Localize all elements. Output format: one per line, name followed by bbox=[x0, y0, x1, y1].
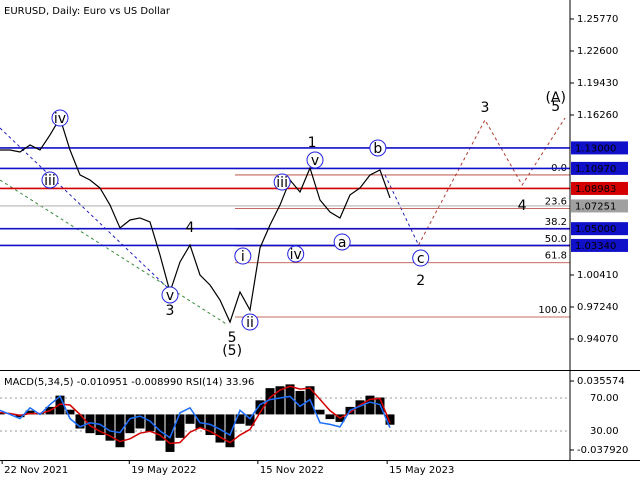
x-tick-label: 15 Nov 2022 bbox=[260, 465, 324, 476]
macd-bar bbox=[385, 414, 395, 425]
rsi-tick-label: 70.00 bbox=[590, 393, 619, 404]
level-label-box bbox=[571, 141, 628, 155]
macd-bar bbox=[175, 414, 185, 438]
y-tick-label: 1.19430 bbox=[577, 78, 618, 89]
macd-bar bbox=[295, 390, 305, 415]
wave-circle bbox=[51, 109, 69, 127]
macd-bar bbox=[355, 400, 365, 415]
macd-bar bbox=[135, 414, 145, 429]
fib-label: 38.2 bbox=[545, 217, 567, 228]
wave-label: a bbox=[338, 235, 347, 251]
wave-circle bbox=[333, 233, 351, 251]
macd-bar bbox=[145, 414, 155, 432]
macd-bar bbox=[125, 414, 135, 434]
wave-circle bbox=[241, 313, 259, 331]
wave-label: 2 bbox=[416, 273, 425, 289]
macd-bar bbox=[115, 414, 125, 448]
macd-bar bbox=[215, 414, 225, 443]
y-tick-label: 1.16260 bbox=[577, 110, 618, 121]
level-label: 1.08983 bbox=[575, 184, 616, 195]
macd-bar bbox=[185, 414, 195, 424]
wave-label: iv bbox=[54, 111, 66, 127]
wave-label: iii bbox=[276, 175, 288, 191]
wave-label: i bbox=[241, 249, 245, 265]
macd-tick-label: 0.035574 bbox=[577, 376, 625, 387]
wave-circle bbox=[287, 245, 305, 263]
macd-bar bbox=[235, 414, 245, 424]
wave-label: 5 bbox=[551, 99, 560, 115]
macd-bar bbox=[25, 410, 35, 415]
wave-label: v bbox=[166, 288, 174, 304]
fib-label: 23.6 bbox=[545, 196, 567, 207]
wave-label: (A) bbox=[545, 90, 566, 106]
wave-circle bbox=[369, 139, 387, 157]
macd-bar bbox=[365, 395, 375, 415]
level-label-box bbox=[571, 238, 628, 252]
macd-bar bbox=[325, 414, 335, 420]
wave-circle bbox=[306, 151, 324, 169]
macd-bar bbox=[275, 386, 285, 415]
wave-label: 3 bbox=[481, 100, 490, 116]
wave-label: 3 bbox=[166, 303, 175, 319]
y-tick-label: 1.00410 bbox=[577, 270, 618, 281]
macd-bar bbox=[155, 414, 165, 441]
wave-label: 5 bbox=[228, 330, 237, 346]
level-label: 1.10970 bbox=[575, 164, 616, 175]
x-tick-label: 15 May 2023 bbox=[389, 465, 454, 476]
wave-label: v bbox=[311, 153, 319, 169]
macd-bar bbox=[165, 414, 175, 452]
level-label: 1.05000 bbox=[575, 224, 616, 235]
wave-label: 4 bbox=[186, 220, 195, 236]
macd-bar bbox=[265, 388, 275, 415]
wave-label: c bbox=[417, 251, 425, 267]
level-label-box bbox=[571, 181, 628, 195]
level-label-box bbox=[571, 199, 628, 213]
macd-signal-line bbox=[0, 385, 391, 445]
macd-bar bbox=[225, 414, 235, 448]
wave-circle bbox=[41, 171, 59, 189]
macd-bar bbox=[315, 409, 325, 415]
level-label-box bbox=[571, 222, 628, 236]
level-label: 1.13000 bbox=[575, 143, 616, 154]
fib-label: 61.8 bbox=[545, 251, 567, 262]
wave-circle bbox=[273, 173, 291, 191]
wave-label: iv bbox=[290, 247, 302, 263]
y-tick-label: 1.25770 bbox=[577, 14, 618, 25]
level-label: 1.03340 bbox=[575, 241, 616, 252]
trendline bbox=[384, 174, 420, 246]
y-tick-label: 0.94070 bbox=[577, 334, 618, 345]
y-tick-label: 0.97240 bbox=[577, 302, 618, 313]
macd-bar bbox=[285, 384, 295, 415]
wave-label: iii bbox=[44, 173, 56, 189]
macd-bar bbox=[75, 414, 85, 429]
rsi-line bbox=[0, 395, 391, 439]
level-label: 1.07251 bbox=[575, 201, 616, 212]
x-tick-label: 22 Nov 2021 bbox=[4, 465, 68, 476]
macd-bar bbox=[255, 400, 265, 415]
macd-bar bbox=[55, 395, 65, 415]
wave-label: (5) bbox=[222, 343, 242, 359]
y-tick-label: 1.22600 bbox=[577, 46, 618, 57]
wave-circle bbox=[412, 249, 430, 267]
price-line bbox=[0, 116, 391, 324]
wave-label: 4 bbox=[518, 198, 527, 214]
wave-circle bbox=[161, 286, 179, 304]
level-label-box bbox=[571, 161, 628, 175]
fib-label: 50.0 bbox=[545, 234, 567, 245]
wave-label: b bbox=[373, 141, 382, 157]
macd-bar bbox=[65, 409, 75, 415]
macd-bar bbox=[105, 414, 115, 441]
rsi-tick-label: 30.00 bbox=[590, 426, 619, 437]
wave-label: ii bbox=[246, 315, 254, 331]
wave-label: 1 bbox=[308, 135, 317, 151]
macd-bar bbox=[245, 414, 255, 426]
macd-tick-label: -0.037920 bbox=[577, 445, 628, 456]
wave-circle bbox=[234, 247, 252, 265]
indicator-title: MACD(5,34,5) -0.010951 -0.008990 RSI(14)… bbox=[4, 377, 254, 388]
macd-bar bbox=[85, 414, 95, 434]
x-tick-label: 19 May 2022 bbox=[131, 465, 196, 476]
fib-label: 100.0 bbox=[538, 305, 567, 316]
chart-title: EURUSD, Daily: Euro vs US Dollar bbox=[4, 6, 171, 17]
